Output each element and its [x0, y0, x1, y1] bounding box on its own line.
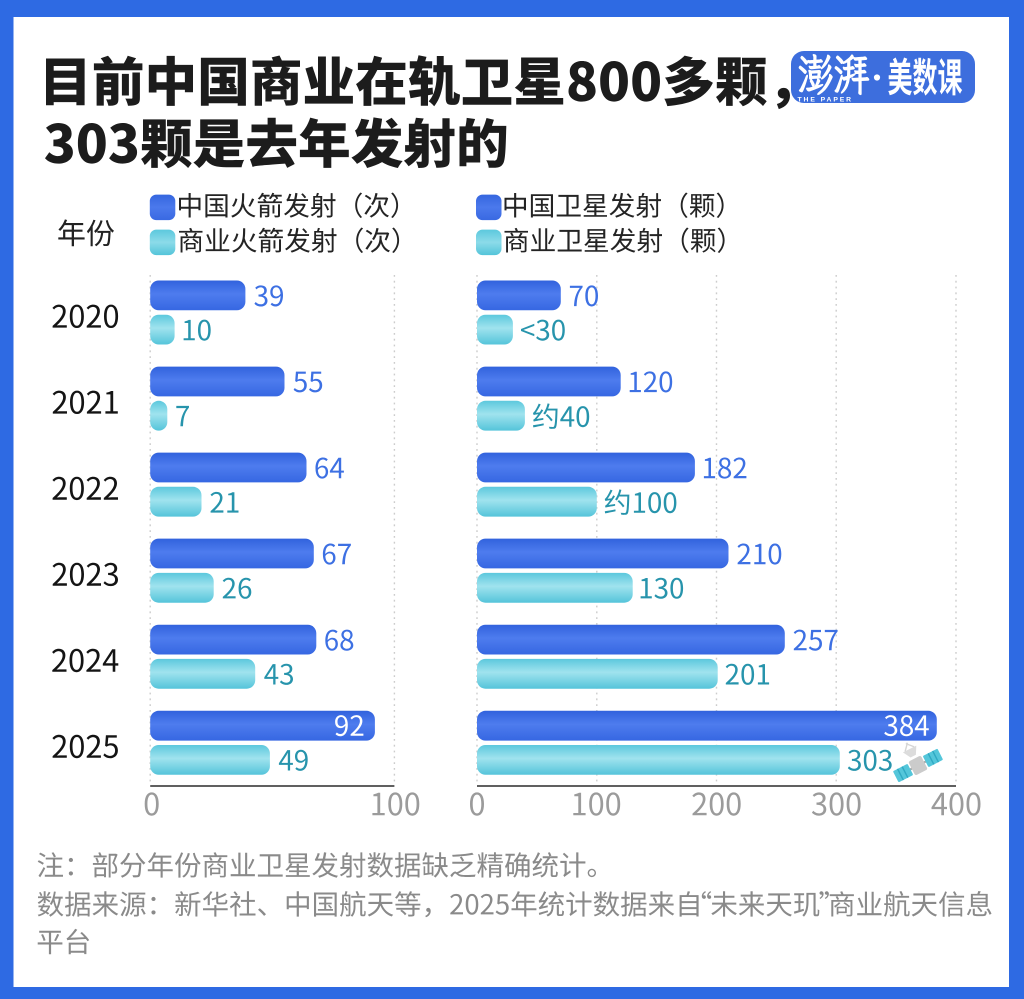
svg-text:THE PAPER: THE PAPER	[798, 97, 854, 104]
